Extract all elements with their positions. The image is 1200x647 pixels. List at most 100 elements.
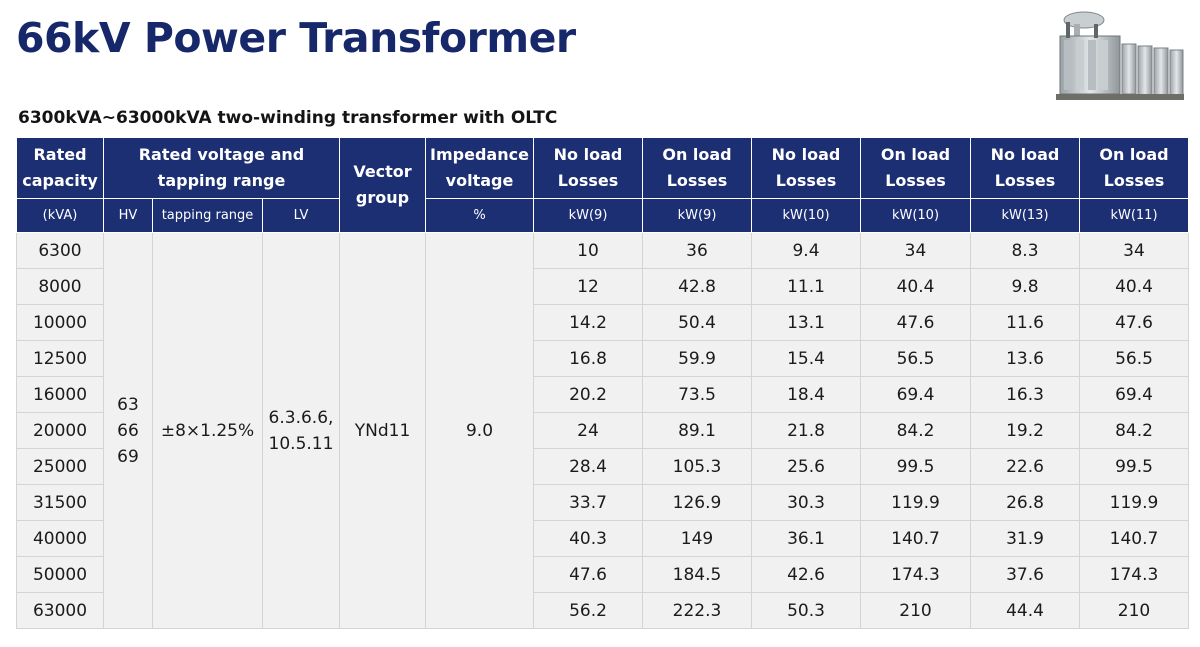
- cell-onload-1: 42.8: [642, 268, 752, 305]
- cell-capacity: 16000: [16, 376, 104, 413]
- cell-noload-1: 10: [533, 232, 643, 269]
- cell-noload-2: 11.1: [751, 268, 861, 305]
- cell-capacity: 25000: [16, 448, 104, 485]
- cell-onload-3: 84.2: [1079, 412, 1189, 449]
- cell-onload-2: 40.4: [860, 268, 971, 305]
- cell-noload-1: 47.6: [533, 556, 643, 593]
- cell-onload-1: 149: [642, 520, 752, 557]
- table-row: 40000 40.3 149 36.1 140.7 31.9 140.7: [16, 520, 1189, 557]
- table-row: 63000 56.2 222.3 50.3 210 44.4 210: [16, 592, 1189, 629]
- cell-onload-1: 59.9: [642, 340, 752, 377]
- table-row: 20000 24 89.1 21.8 84.2 19.2 84.2: [16, 412, 1189, 449]
- cell-onload-1: 126.9: [642, 484, 752, 521]
- lv-value: 10.5.11: [268, 433, 334, 454]
- cell-onload-3: 40.4: [1079, 268, 1189, 305]
- subheader-noload-1-unit: kW(9): [533, 198, 643, 233]
- subheader-capacity-unit: (kVA): [16, 198, 104, 233]
- subheader-tapping: tapping range: [152, 198, 263, 233]
- cell-onload-2: 34: [860, 232, 971, 269]
- cell-onload-2: 69.4: [860, 376, 971, 413]
- cell-onload-3: 210: [1079, 592, 1189, 629]
- cell-noload-1: 28.4: [533, 448, 643, 485]
- hv-value: 63: [117, 394, 139, 415]
- subheader-noload-2-unit: kW(10): [751, 198, 861, 233]
- cell-noload-3: 19.2: [970, 412, 1080, 449]
- cell-onload-2: 210: [860, 592, 971, 629]
- cell-noload-3: 26.8: [970, 484, 1080, 521]
- cell-capacity: 6300: [16, 232, 104, 269]
- page-title: 66kV Power Transformer: [16, 14, 576, 62]
- cell-noload-2: 9.4: [751, 232, 861, 269]
- header-capacity: Rated capacity: [16, 137, 104, 199]
- subheader-noload-3-unit: kW(13): [970, 198, 1080, 233]
- header-noload-1: No load Losses: [533, 137, 643, 199]
- cell-onload-2: 56.5: [860, 340, 971, 377]
- page-subtitle: 6300kVA~63000kVA two-winding transformer…: [18, 108, 558, 128]
- cell-noload-3: 31.9: [970, 520, 1080, 557]
- cell-capacity: 10000: [16, 304, 104, 341]
- cell-onload-3: 34: [1079, 232, 1189, 269]
- table-row: 6300 63 66 69 ±8×1.25% 6.3.6.6, 10.5.11 YNd11 9.…: [16, 232, 1189, 629]
- cell-onload-1: 184.5: [642, 556, 752, 593]
- hv-value: 69: [117, 446, 139, 467]
- cell-noload-3: 44.4: [970, 592, 1080, 629]
- table-row: 8000 12 42.8 11.1 40.4 9.8 40.4: [16, 268, 1189, 305]
- cell-onload-3: 56.5: [1079, 340, 1189, 377]
- cell-onload-2: 47.6: [860, 304, 971, 341]
- table-row: 25000 28.4 105.3 25.6 99.5 22.6 99.5: [16, 448, 1189, 485]
- cell-onload-1: 73.5: [642, 376, 752, 413]
- spec-table: Rated capacity Rated voltage and tapping…: [16, 137, 1189, 629]
- cell-noload-2: 36.1: [751, 520, 861, 557]
- hv-value: 66: [117, 420, 139, 441]
- cell-onload-3: 47.6: [1079, 304, 1189, 341]
- cell-onload-3: 119.9: [1079, 484, 1189, 521]
- cell-noload-2: 13.1: [751, 304, 861, 341]
- cell-capacity: 12500: [16, 340, 104, 377]
- table-row: 16000 20.2 73.5 18.4 69.4 16.3 69.4: [16, 376, 1189, 413]
- cell-noload-2: 25.6: [751, 448, 861, 485]
- table-row: 12500 16.8 59.9 15.4 56.5 13.6 56.5: [16, 340, 1189, 377]
- cell-onload-1: 222.3: [642, 592, 752, 629]
- spec-table-body: 6300 63 66 69 ±8×1.25% 6.3.6.6, 10.5.11 YNd11 9.…: [16, 232, 1189, 629]
- header-vector: Vector group: [339, 137, 426, 233]
- cell-onload-3: 174.3: [1079, 556, 1189, 593]
- cell-noload-3: 13.6: [970, 340, 1080, 377]
- header-onload-3: On load Losses: [1079, 137, 1189, 199]
- cell-noload-1: 40.3: [533, 520, 643, 557]
- subheader-onload-1-unit: kW(9): [642, 198, 752, 233]
- cell-onload-2: 84.2: [860, 412, 971, 449]
- cell-hv: 63 66 69: [103, 232, 153, 629]
- cell-noload-2: 42.6: [751, 556, 861, 593]
- cell-capacity: 40000: [16, 520, 104, 557]
- cell-onload-1: 89.1: [642, 412, 752, 449]
- transformer-icon: [1056, 11, 1184, 100]
- cell-noload-1: 16.8: [533, 340, 643, 377]
- cell-noload-1: 56.2: [533, 592, 643, 629]
- cell-noload-3: 9.8: [970, 268, 1080, 305]
- subheader-lv: LV: [262, 198, 340, 233]
- cell-noload-2: 50.3: [751, 592, 861, 629]
- cell-noload-1: 20.2: [533, 376, 643, 413]
- cell-vector: YNd11: [339, 232, 426, 629]
- cell-capacity: 50000: [16, 556, 104, 593]
- cell-noload-3: 11.6: [970, 304, 1080, 341]
- cell-noload-1: 14.2: [533, 304, 643, 341]
- cell-onload-1: 50.4: [642, 304, 752, 341]
- header-onload-1: On load Losses: [642, 137, 752, 199]
- cell-noload-2: 30.3: [751, 484, 861, 521]
- table-row: 31500 33.7 126.9 30.3 119.9 26.8 119.9: [16, 484, 1189, 521]
- header-voltage: Rated voltage and tapping range: [103, 137, 340, 199]
- header-impedance: Impedance voltage: [425, 137, 534, 199]
- table-row: 50000 47.6 184.5 42.6 174.3 37.6 174.3: [16, 556, 1189, 593]
- cell-noload-3: 22.6: [970, 448, 1080, 485]
- cell-capacity: 20000: [16, 412, 104, 449]
- header-noload-3: No load Losses: [970, 137, 1080, 199]
- cell-impedance: 9.0: [425, 232, 534, 629]
- cell-capacity: 8000: [16, 268, 104, 305]
- subheader-impedance-unit: %: [425, 198, 534, 233]
- cell-capacity: 63000: [16, 592, 104, 629]
- subheader-onload-3-unit: kW(11): [1079, 198, 1189, 233]
- cell-onload-2: 99.5: [860, 448, 971, 485]
- cell-noload-1: 33.7: [533, 484, 643, 521]
- cell-onload-3: 69.4: [1079, 376, 1189, 413]
